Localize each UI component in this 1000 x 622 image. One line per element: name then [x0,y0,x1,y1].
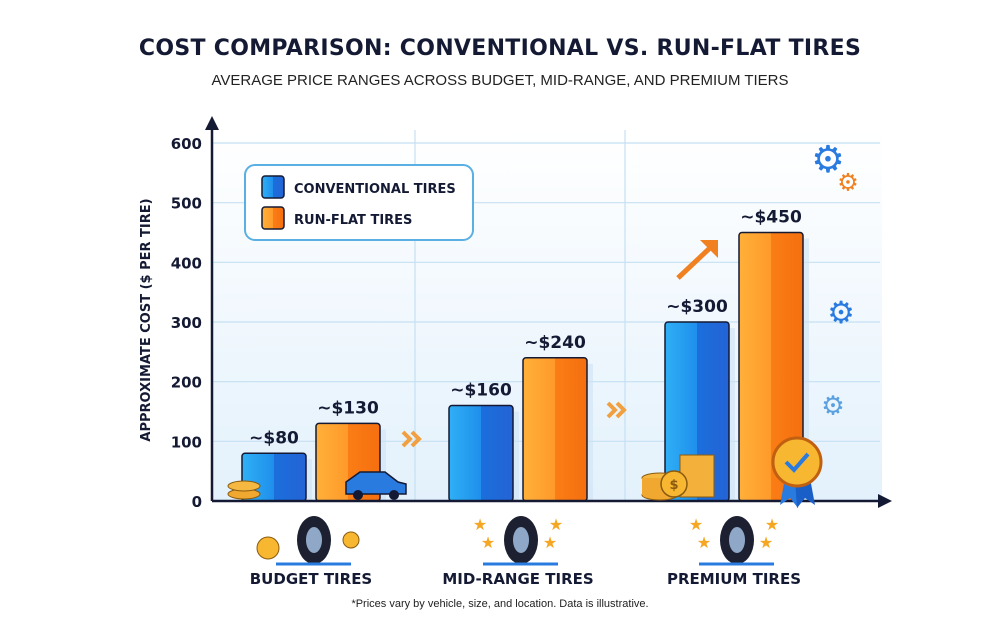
legend-swatch-run-flat [261,206,285,230]
car-icon [345,471,407,500]
y-tick-label: 300 [171,314,202,332]
y-axis-label: APPROXIMATE COST ($ PER TIRE) [139,198,154,441]
gear-icon: ⚙ [821,390,845,421]
bar-value-label: ~$450 [740,208,802,228]
bar-run-flat-1 [522,357,588,502]
svg-text:$: $ [669,478,678,493]
gear-icon: ⚙ [811,137,845,181]
tire-icon [699,516,774,566]
bar-value-label: ~$160 [450,381,512,401]
chart-subtitle: AVERAGE PRICE RANGES ACROSS BUDGET, MID-… [211,72,789,89]
star-icon: ★ [481,533,495,552]
gear-icon: ⚙ [827,295,855,331]
star-icon: ★ [473,515,487,534]
star-icon: ★ [765,515,779,534]
tire-icon [483,516,558,566]
star-icon: ★ [689,515,703,534]
coins-icon: $ [641,454,715,501]
star-icon: ★ [549,515,563,534]
y-tick-label: 0 [192,493,202,511]
y-tick-label: 100 [171,433,202,451]
bar-value-label: ~$130 [317,398,379,418]
star-icon: ★ [543,533,557,552]
chevron-double-right-icon [401,401,627,448]
y-axis-arrow [205,116,219,130]
legend-label-conventional: CONVENTIONAL TIRES [294,182,456,197]
star-icon: ★ [697,533,711,552]
gear-icons: ⚙⚙⚙⚙ [811,137,859,422]
y-tick-label: 500 [171,195,202,213]
gear-icon: ⚙ [837,169,859,197]
legend: CONVENTIONAL TIRES RUN-FLAT TIRES [244,164,474,241]
arrow-up-icon [676,240,718,280]
tire-icon [276,516,351,566]
y-tick-label: 600 [171,135,202,153]
bar-value-label: ~$80 [249,428,299,448]
x-axis-arrow [878,494,892,508]
legend-swatch-conventional [261,175,285,199]
legend-label-run-flat: RUN-FLAT TIRES [294,213,412,228]
x-category-label: MID-RANGE TIRES [442,570,593,588]
award-badge-icon [771,436,823,508]
star-icon: ★ [759,533,773,552]
bar-value-label: ~$240 [524,333,586,353]
coin-icon [256,531,360,560]
bar-conventional-1 [448,404,514,502]
y-tick-label: 200 [171,374,202,392]
bar-value-label: ~$300 [666,297,728,317]
x-category-label: BUDGET TIRES [250,570,373,588]
chart-title: COST COMPARISON: CONVENTIONAL VS. RUN-FL… [138,36,862,61]
footnote: *Prices vary by vehicle, size, and locat… [351,598,649,610]
x-category-label: PREMIUM TIRES [667,570,801,588]
y-tick-label: 400 [171,254,202,272]
coins-icon [227,480,261,500]
